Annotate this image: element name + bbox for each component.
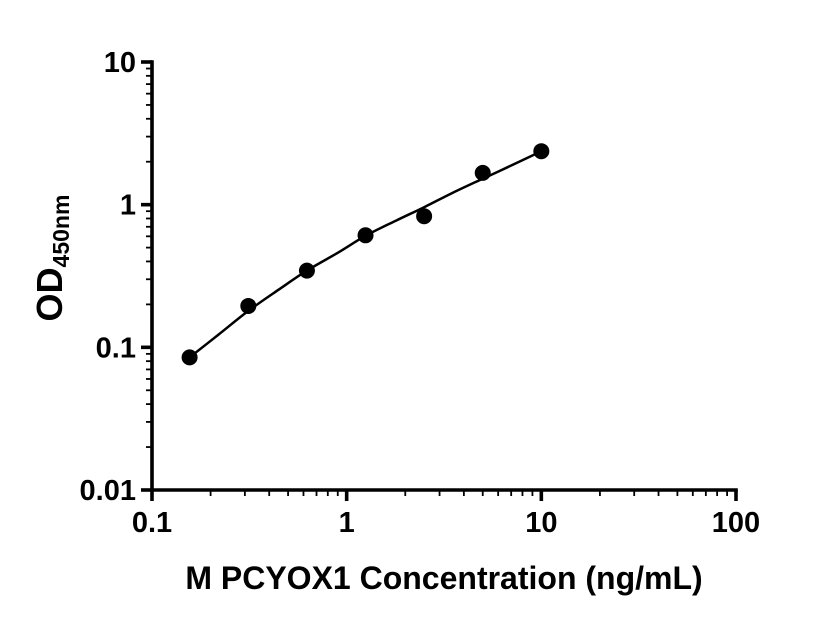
data-point — [357, 227, 374, 244]
x-tick-label: 1 — [339, 507, 355, 539]
data-point — [416, 208, 433, 225]
x-tick-label: 0.1 — [132, 507, 172, 539]
y-tick-label: 0.1 — [96, 332, 136, 364]
y-tick-label: 1 — [120, 190, 136, 222]
x-tick-label: 10 — [525, 507, 557, 539]
y-tick-label: 0.01 — [80, 475, 136, 507]
y-axis-title-main: OD — [29, 267, 70, 321]
data-point — [533, 143, 550, 160]
y-tick-label: 10 — [104, 47, 136, 79]
y-axis-title: OD450nm — [29, 195, 74, 322]
fit-curve-line — [188, 149, 543, 359]
axis-spines — [150, 60, 738, 492]
data-point — [474, 164, 491, 181]
x-tick-label: 100 — [712, 507, 760, 539]
y-axis-title-sub: 450nm — [48, 195, 74, 268]
data-point — [240, 297, 257, 314]
data-point — [181, 349, 198, 366]
x-axis-title: M PCYOX1 Concentration (ng/mL) — [185, 560, 702, 596]
data-point — [298, 262, 315, 279]
